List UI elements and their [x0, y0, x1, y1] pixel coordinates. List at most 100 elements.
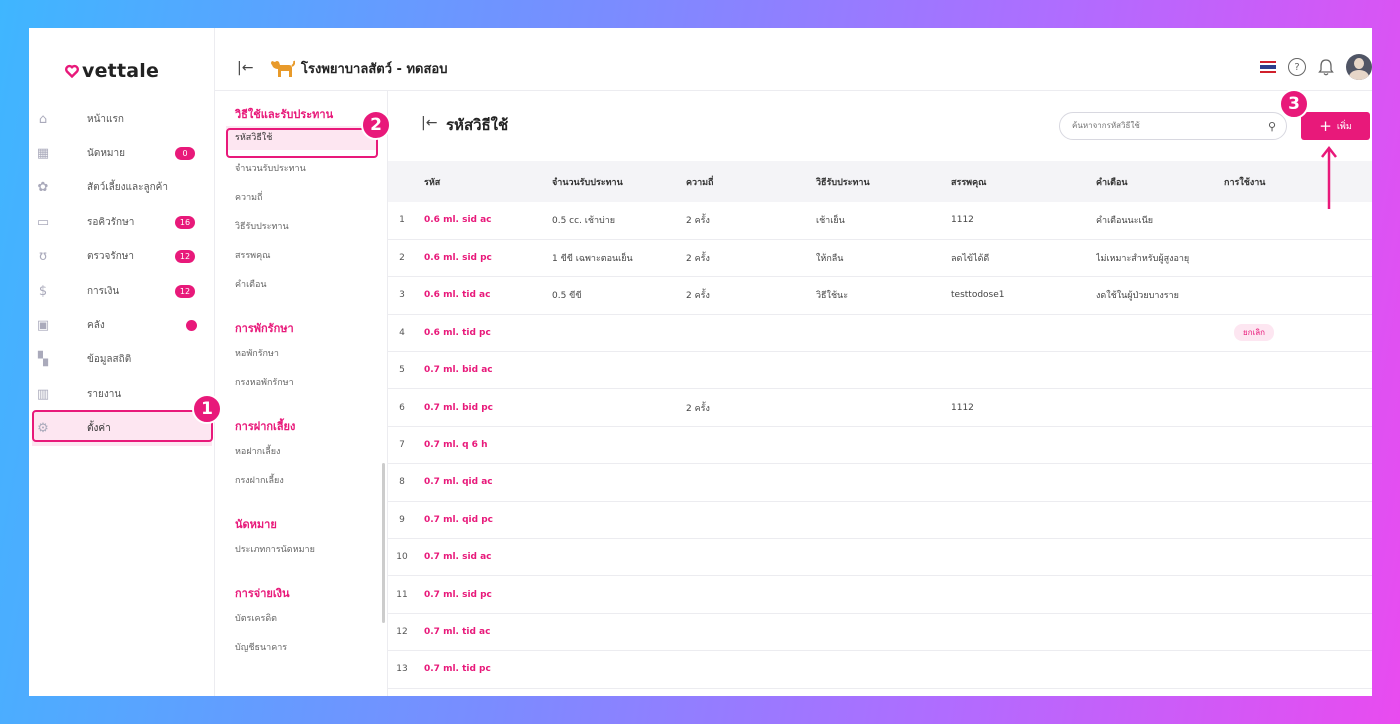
sidebar-item[interactable]: ▥ รายงาน — [29, 377, 215, 411]
main-content: |← รหัสวิธีใช้ ⚲ + เพิ่ม รหัส จำนวนรับปร… — [388, 91, 1372, 696]
step-badge-3: 3 — [1279, 89, 1309, 119]
table-row[interactable]: 9 0.7 ml. qid pc — [388, 501, 1372, 539]
plus-icon: + — [1319, 116, 1332, 135]
column-header[interactable]: รหัส — [424, 177, 441, 188]
row-number: 13 — [396, 664, 408, 675]
table-cell-freq — [686, 464, 816, 501]
table-cell-status — [1224, 464, 1372, 501]
table-cell-method — [816, 651, 951, 688]
table-cell-benefit: testtodose1 — [951, 290, 1005, 301]
table-cell-freq: 2 ครั้ง — [686, 291, 710, 302]
search-icon[interactable]: ⚲ — [1267, 120, 1276, 133]
subnav-item[interactable]: ประเภทการนัดหมาย — [235, 545, 315, 555]
count-badge: 0 — [175, 147, 195, 161]
row-number: 3 — [399, 290, 405, 301]
table-cell-amount — [552, 501, 686, 538]
table-row[interactable]: 3 0.6 ml. tid ac 0.5 ขีขี 2 ครั้ง วิธีใช้นะ t… — [388, 277, 1372, 315]
logo[interactable]: vettale — [65, 60, 159, 82]
column-header[interactable]: การใช้งาน — [1224, 177, 1266, 188]
table-cell-benefit — [951, 352, 1096, 389]
table-cell-warning — [1096, 464, 1224, 501]
dosage-code: 0.6 ml. tid ac — [424, 290, 491, 301]
column-header[interactable]: คำเตือน — [1096, 177, 1128, 188]
table-row[interactable]: 1 0.6 ml. sid ac 0.5 cc. เช้าบ่าย 2 ครั้ง เช… — [388, 202, 1372, 240]
sidebar-item[interactable]: ▣ คลัง — [29, 308, 215, 342]
table-cell-benefit: ลดไข้ได้ดี — [951, 254, 990, 265]
table-row[interactable]: 6 0.7 ml. bid pc 2 ครั้ง 1112 — [388, 389, 1372, 427]
table-cell-method — [816, 426, 951, 463]
table-row[interactable]: 12 0.7 ml. tid ac — [388, 613, 1372, 651]
column-header[interactable]: ความถี่ — [686, 177, 714, 188]
table-cell-amount — [552, 651, 686, 688]
table-cell-amount — [552, 576, 686, 613]
subnav-item[interactable]: บัตรเครดิต — [235, 614, 278, 624]
sidebar-item[interactable]: ▚ ข้อมูลสถิติ — [29, 343, 215, 377]
table-row[interactable]: 13 0.7 ml. tid pc — [388, 651, 1372, 689]
subnav-section-title: การจ่ายเงิน — [235, 587, 290, 600]
column-header[interactable]: วิธีรับประทาน — [816, 177, 870, 188]
user-avatar[interactable] — [1346, 54, 1372, 80]
subnav-item[interactable]: คำเตือน — [235, 280, 267, 290]
subnav-section-title: นัดหมาย — [235, 518, 277, 531]
subnav-item[interactable]: หอพักรักษา — [235, 349, 279, 359]
sidebar-item[interactable]: ✿ สัตว์เลี้ยงและลูกค้า — [29, 171, 215, 205]
sidebar-item-label: รอคิวรักษา — [87, 216, 135, 228]
sidebar-item[interactable]: ʊ ตรวจรักษา 12 — [29, 240, 215, 274]
help-icon[interactable]: ? — [1288, 58, 1306, 76]
table-cell-warning: งดใช้ในผู้ป่วยบางราย — [1096, 291, 1179, 302]
dosage-code: 0.7 ml. sid pc — [424, 589, 492, 600]
subnav-item[interactable]: จำนวนรับประทาน — [235, 164, 306, 174]
table-cell-warning — [1096, 501, 1224, 538]
dosage-code: 0.7 ml. qid pc — [424, 514, 493, 525]
subnav-item[interactable]: หอฝากเลี้ยง — [235, 447, 281, 457]
table-cell-warning: คำเตือนนะเนีย — [1096, 216, 1154, 227]
clinic-selector[interactable]: โรงพยาบาลสัตว์ - ทดสอบ — [269, 57, 447, 79]
table-cell-amount — [552, 613, 686, 650]
sidebar-item[interactable]: ⌂ หน้าแรก — [29, 102, 215, 136]
bell-icon[interactable] — [1318, 58, 1334, 76]
subnav-item[interactable]: สรรพคุณ — [235, 251, 271, 261]
collapse-sidebar-icon[interactable]: |← — [237, 60, 254, 76]
dosage-code: 0.7 ml. q 6 h — [424, 440, 488, 451]
table-cell-status — [1224, 613, 1372, 650]
table-row[interactable]: 7 0.7 ml. q 6 h — [388, 426, 1372, 464]
table-cell-status — [1224, 651, 1372, 688]
top-bar: |← โรงพยาบาลสัตว์ - ทดสอบ ? — [215, 28, 1372, 91]
back-icon[interactable]: |← — [421, 115, 438, 131]
sidebar-item-label: ตรวจรักษา — [87, 251, 134, 263]
table-cell-warning: ไม่เหมาะสำหรับผู้สูงอายุ — [1096, 254, 1190, 265]
table-row[interactable]: 10 0.7 ml. sid ac — [388, 539, 1372, 576]
table-row[interactable]: 4 0.6 ml. tid pc ยกเลิก — [388, 314, 1372, 352]
clinic-name: โรงพยาบาลสัตว์ - ทดสอบ — [301, 61, 448, 77]
thai-flag-icon[interactable] — [1260, 61, 1276, 73]
subnav-item[interactable]: วิธีรับประทาน — [235, 222, 289, 232]
subnav-scrollbar[interactable] — [382, 463, 385, 623]
search-box[interactable]: ⚲ — [1059, 112, 1287, 140]
column-header[interactable]: จำนวนรับประทาน — [552, 177, 623, 188]
column-header[interactable]: สรรพคุณ — [951, 177, 987, 188]
sidebar-item-label: นัดหมาย — [87, 148, 125, 160]
table-row[interactable]: 8 0.7 ml. qid ac — [388, 464, 1372, 502]
search-input[interactable] — [1072, 121, 1252, 130]
app-window: vettale ⌂ หน้าแรก ▦ นัดหมาย 0 ✿ สัตว์เลี้ยงและ… — [29, 28, 1372, 696]
subnav-item[interactable]: บัญชีธนาคาร — [235, 643, 288, 653]
highlight-settings — [32, 410, 213, 442]
dosage-code: 0.7 ml. bid ac — [424, 365, 493, 376]
table-cell-status — [1224, 539, 1372, 576]
add-button[interactable]: + เพิ่ม — [1301, 112, 1370, 140]
subnav-item[interactable]: ความถี่ — [235, 193, 263, 203]
sidebar-item[interactable]: $ การเงิน 12 — [29, 274, 215, 308]
table-cell-freq — [686, 576, 816, 613]
subnav-item[interactable]: รหัสวิธีใช้ — [226, 126, 376, 150]
table-row[interactable]: 2 0.6 ml. sid pc 1 ขีขี เฉพาะตอนเย็น 2 ครั้… — [388, 239, 1372, 277]
dosage-code: 0.6 ml. sid ac — [424, 215, 492, 226]
subnav-item[interactable]: กรงฝากเลี้ยง — [235, 476, 284, 486]
table-row[interactable]: 11 0.7 ml. sid pc — [388, 576, 1372, 614]
table-row[interactable]: 5 0.7 ml. bid ac — [388, 352, 1372, 389]
sidebar-item[interactable]: ▭ รอคิวรักษา 16 — [29, 205, 215, 239]
table-cell-amount — [552, 314, 686, 351]
subnav-item[interactable]: กรงหอพักรักษา — [235, 378, 294, 388]
dosage-code: 0.7 ml. tid pc — [424, 664, 491, 675]
box-icon: ▣ — [36, 318, 50, 334]
sidebar-item[interactable]: ▦ นัดหมาย 0 — [29, 136, 215, 170]
